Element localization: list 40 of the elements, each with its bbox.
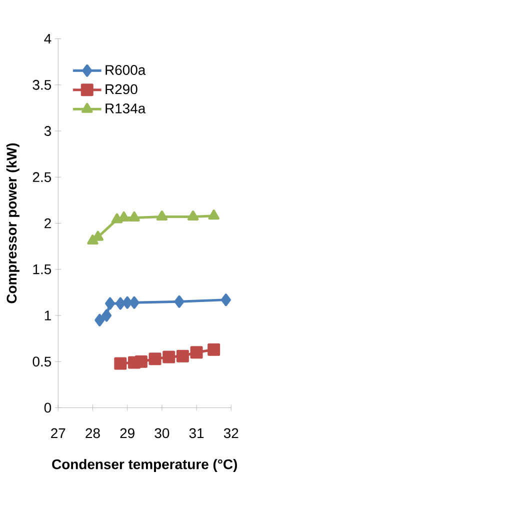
y-tick-label: 1.5 — [33, 264, 52, 274]
legend-label: R134a — [106, 103, 146, 114]
x-tick-label: 32 — [224, 428, 238, 438]
x-tick-label: 27 — [51, 428, 66, 438]
point — [102, 309, 112, 322]
point — [122, 296, 132, 309]
legend-label: R290 — [106, 84, 138, 94]
y-tick-label: 0 — [44, 402, 52, 413]
point — [128, 211, 140, 222]
point — [129, 296, 140, 309]
point — [114, 357, 127, 370]
x-tick-label: 30 — [154, 428, 170, 438]
x-tick-label: 28 — [86, 428, 100, 438]
y-axis-title: Compressor power (kW) — [6, 143, 20, 304]
x-tick-label: 31 — [189, 428, 204, 438]
point — [134, 355, 148, 368]
y-tick-label: 3.5 — [32, 80, 52, 90]
point — [208, 210, 220, 220]
point — [156, 210, 168, 221]
point — [220, 294, 231, 306]
y-tick-label: 2 — [44, 218, 51, 228]
point — [118, 211, 130, 222]
y-tick-label: 3 — [44, 126, 51, 136]
point — [162, 350, 176, 364]
y-tick-label: 4 — [44, 34, 52, 44]
point — [105, 297, 116, 310]
point — [190, 346, 203, 359]
point — [94, 314, 105, 326]
y-tick-label: 1 — [44, 310, 51, 320]
point — [208, 343, 220, 356]
point — [187, 210, 199, 221]
y-tick-label: 0.5 — [32, 356, 52, 367]
legend-label: R600a — [106, 65, 146, 75]
x-axis-title: Condenser temperature (°C) — [52, 458, 237, 472]
y-tick-label: 2.5 — [32, 172, 52, 182]
point — [115, 297, 126, 310]
x-tick-label: 29 — [120, 428, 134, 438]
point — [176, 350, 189, 362]
point — [148, 352, 162, 366]
point — [174, 295, 184, 308]
